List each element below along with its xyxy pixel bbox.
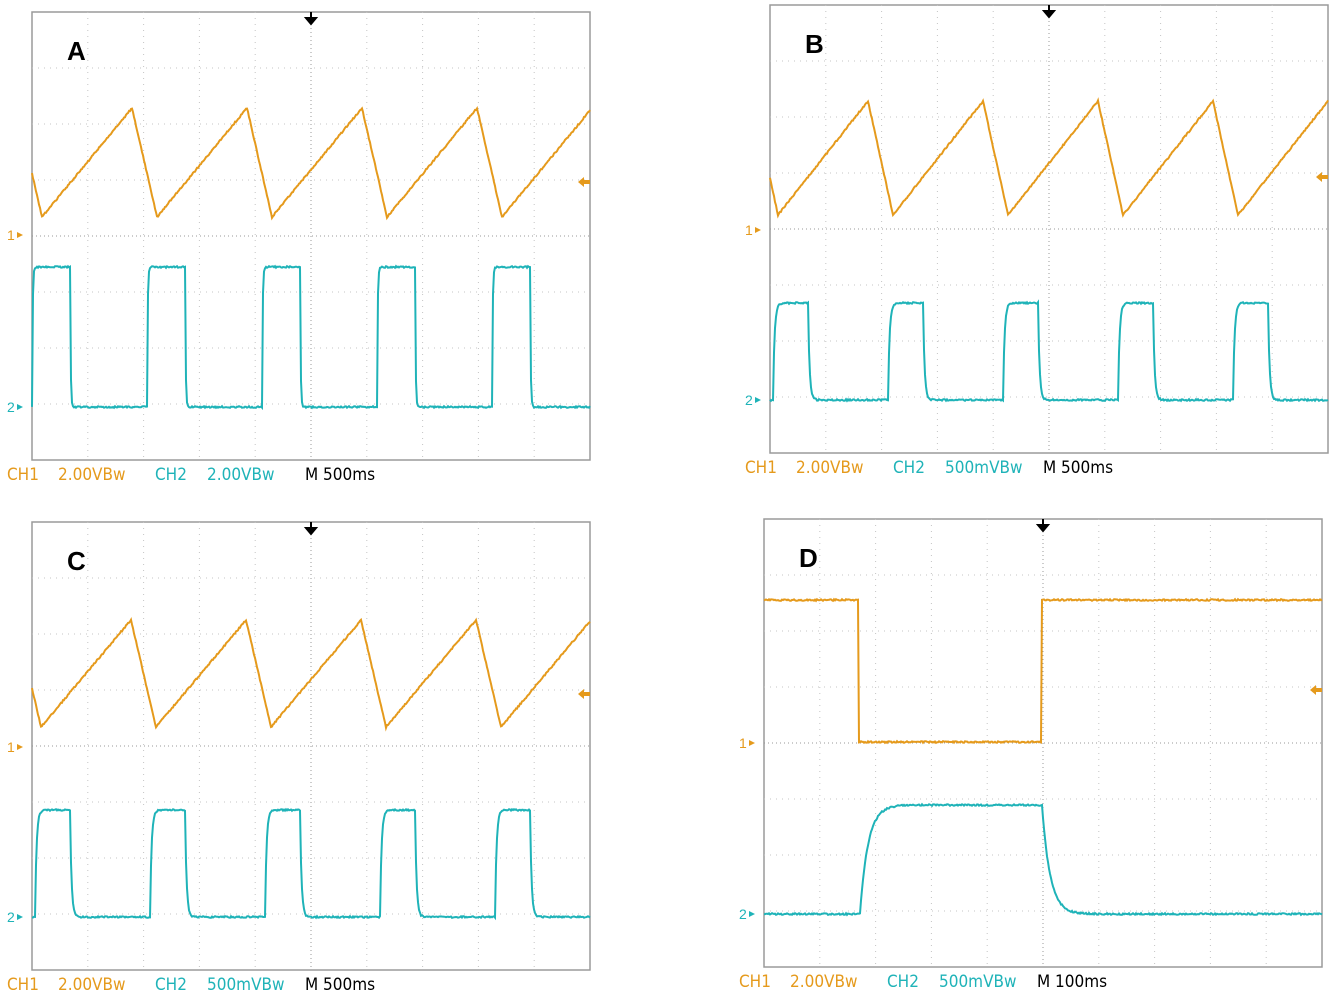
ch1-marker: 1: [7, 227, 15, 243]
ch2-marker: 2: [739, 906, 747, 922]
ch2-marker-arrow: [749, 911, 755, 917]
ch2-marker-arrow: [17, 914, 23, 920]
timebase: M 500ms: [1043, 458, 1113, 478]
ch2-marker-arrow: [755, 397, 761, 403]
ch1-bw: Bw: [103, 465, 126, 485]
ch2-bw: Bw: [994, 972, 1017, 992]
ch1-scale: 2.00V: [58, 465, 103, 485]
ch1-bw: Bw: [841, 458, 864, 478]
ch1-bw: Bw: [103, 975, 126, 995]
panel-label: B: [805, 29, 824, 59]
panel-label: A: [67, 36, 86, 66]
ch1-marker-arrow: [17, 744, 23, 750]
ch1-marker: 1: [745, 222, 753, 238]
ch2-marker-arrow: [17, 404, 23, 410]
panel-label: D: [799, 543, 818, 573]
scope-panel: 12BCH12.00VBwCH2500mVBwM 500ms: [743, 3, 1331, 487]
ch2-scale: 2.00V: [207, 465, 252, 485]
ch1-marker-arrow: [17, 232, 23, 238]
ch2-name: CH2: [155, 975, 187, 995]
ch2-bw: Bw: [262, 975, 285, 995]
ch1-name: CH1: [739, 972, 771, 992]
ch2-bw: Bw: [1000, 458, 1023, 478]
panel-label: C: [67, 546, 86, 576]
ch1-name: CH1: [7, 975, 39, 995]
figure: 12ACH12.00VBwCH22.00VBwM 500ms12BCH12.00…: [0, 0, 1332, 995]
ch2-scale: 500mV: [939, 972, 994, 992]
ch1-marker-arrow: [749, 740, 755, 746]
timebase: M 100ms: [1037, 972, 1107, 992]
ch1-scale: 2.00V: [790, 972, 835, 992]
ch2-name: CH2: [887, 972, 919, 992]
ch2-marker: 2: [745, 392, 753, 408]
ch2-scale: 500mV: [945, 458, 1000, 478]
ch2-name: CH2: [155, 465, 187, 485]
scope-panel: 12CCH12.00VBwCH2500mVBwM 500ms: [5, 520, 593, 995]
ch1-marker: 1: [739, 735, 747, 751]
ch2-marker: 2: [7, 909, 15, 925]
ch2-bw: Bw: [252, 465, 275, 485]
ch1-scale: 2.00V: [796, 458, 841, 478]
scope-panel: 12DCH12.00VBwCH2500mVBwM 100ms: [737, 517, 1325, 995]
ch2-scale: 500mV: [207, 975, 262, 995]
timebase: M 500ms: [305, 465, 375, 485]
ch1-name: CH1: [7, 465, 39, 485]
ch1-marker: 1: [7, 739, 15, 755]
ch1-name: CH1: [745, 458, 777, 478]
ch1-marker-arrow: [755, 227, 761, 233]
ch1-bw: Bw: [835, 972, 858, 992]
timebase: M 500ms: [305, 975, 375, 995]
ch2-marker: 2: [7, 399, 15, 415]
ch1-scale: 2.00V: [58, 975, 103, 995]
scope-panel: 12ACH12.00VBwCH22.00VBwM 500ms: [5, 10, 593, 494]
ch2-name: CH2: [893, 458, 925, 478]
